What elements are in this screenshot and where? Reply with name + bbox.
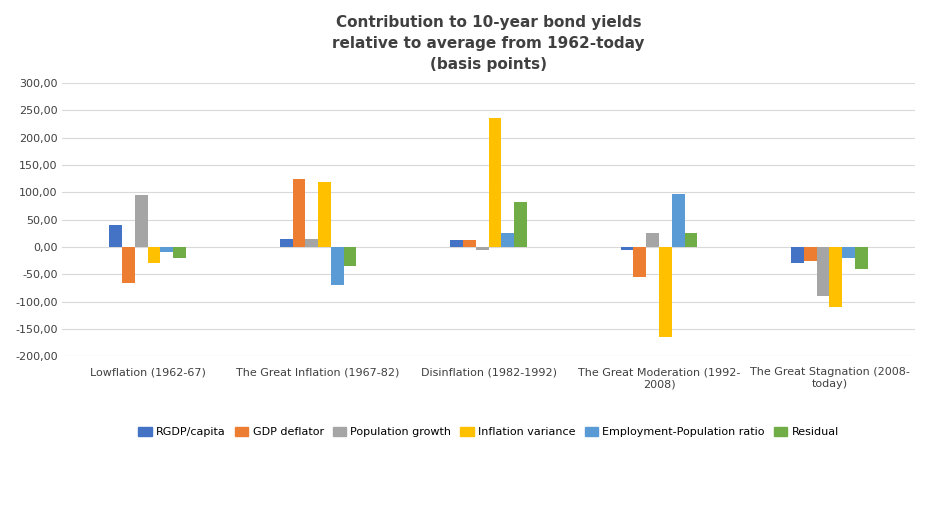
Bar [816, 247, 828, 296]
Bar [658, 247, 671, 337]
Bar [514, 202, 526, 247]
Title: Contribution to 10-year bond yields
relative to average from 1962-today
(basis p: Contribution to 10-year bond yields rela… [332, 15, 644, 72]
Bar [330, 247, 344, 286]
Bar [488, 118, 501, 247]
Bar [475, 247, 488, 250]
Bar [501, 233, 514, 247]
Bar [110, 225, 122, 247]
Bar [160, 247, 173, 253]
Bar [135, 195, 148, 247]
Bar [828, 247, 841, 307]
Bar [620, 247, 633, 250]
Bar [173, 247, 186, 258]
Legend: RGDP/capita, GDP deflator, Population growth, Inflation variance, Employment-Pop: RGDP/capita, GDP deflator, Population gr… [134, 422, 842, 441]
Bar [122, 247, 135, 282]
Bar [855, 247, 867, 269]
Bar [318, 182, 330, 247]
Bar [344, 247, 356, 266]
Bar [305, 239, 318, 247]
Bar [633, 247, 646, 277]
Bar [450, 240, 462, 247]
Bar [646, 233, 658, 247]
Bar [684, 233, 696, 247]
Bar [671, 194, 684, 247]
Bar [462, 240, 475, 247]
Bar [292, 179, 305, 247]
Bar [803, 247, 816, 260]
Bar [148, 247, 160, 264]
Bar [841, 247, 855, 258]
Bar [280, 239, 292, 247]
Bar [790, 247, 803, 264]
